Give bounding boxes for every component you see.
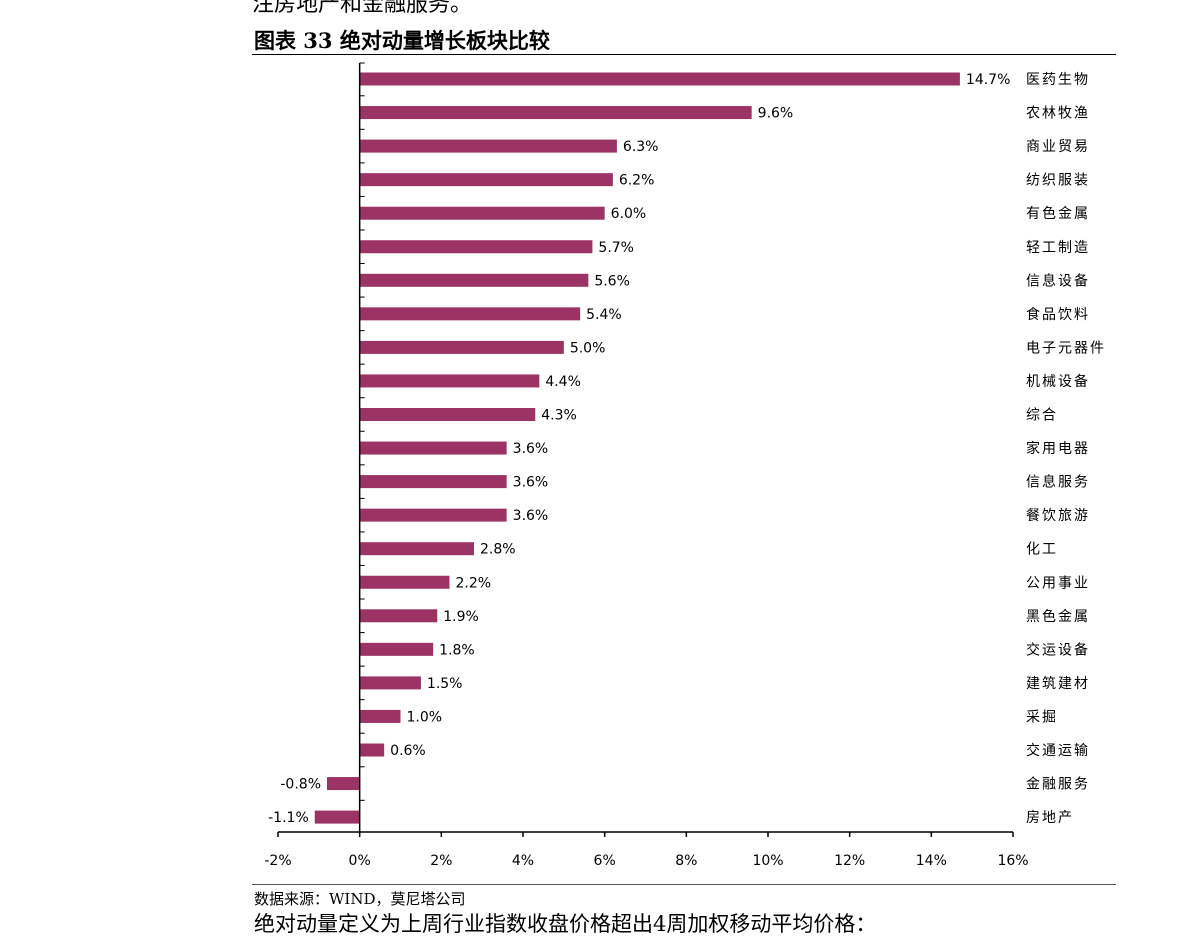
category-label: 电子元器件: [1026, 340, 1106, 356]
bar: [359, 676, 421, 690]
data-label: 1.9%: [443, 609, 479, 625]
x-tick-label: 10%: [752, 853, 783, 869]
x-tick-label: 4%: [512, 853, 534, 869]
bar: [359, 307, 581, 321]
data-label: 3.6%: [513, 475, 549, 491]
data-label: -0.8%: [280, 777, 321, 793]
preceding-paragraph-text: 注房地产和金融服务。: [252, 0, 473, 17]
data-label: 4.4%: [545, 374, 581, 390]
category-label: 房地产: [1026, 810, 1074, 826]
category-label: 化工: [1026, 542, 1058, 558]
bar: [359, 743, 385, 757]
bar: [359, 709, 401, 723]
category-label: 黑色金属: [1026, 608, 1090, 625]
data-label: 3.6%: [513, 508, 549, 524]
category-label: 金融服务: [1026, 777, 1090, 793]
category-label: 信息设备: [1026, 272, 1090, 289]
data-label: 2.2%: [456, 575, 492, 591]
category-label: 医药生物: [1026, 72, 1090, 88]
bar: [359, 609, 438, 623]
data-label: 5.4%: [586, 307, 622, 323]
data-label: 6.0%: [611, 206, 647, 222]
data-label: 5.6%: [594, 273, 630, 289]
category-label: 公用事业: [1026, 575, 1090, 591]
category-label: 轻工制造: [1026, 240, 1090, 256]
x-tick-label: 16%: [997, 853, 1028, 869]
x-tick-label: 6%: [594, 853, 616, 869]
data-label: 6.2%: [619, 173, 655, 189]
data-label: 2.8%: [480, 542, 516, 558]
category-label: 食品饮料: [1026, 306, 1090, 323]
bar: [359, 374, 540, 388]
bar: [359, 441, 507, 455]
data-label: 5.0%: [570, 340, 606, 356]
bar: [359, 340, 564, 354]
bar: [359, 206, 605, 220]
bar: [359, 475, 507, 489]
figure-title: 图表 33 绝对动量增长板块比较: [254, 28, 550, 53]
category-label: 有色金属: [1026, 205, 1090, 222]
category-label: 商业贸易: [1026, 139, 1090, 155]
source-rule: [252, 884, 1116, 885]
bar: [314, 810, 360, 824]
x-tick-label: 8%: [675, 853, 697, 869]
data-label: 1.8%: [439, 642, 475, 658]
bar: [359, 508, 507, 522]
x-tick-label: 14%: [916, 853, 947, 869]
bar: [359, 542, 474, 556]
bar: [359, 173, 613, 187]
x-tick-label: 12%: [834, 853, 865, 869]
bar: [359, 408, 536, 421]
data-label: 6.3%: [623, 139, 659, 155]
title-rule: [252, 54, 1116, 55]
bar: [359, 72, 960, 86]
x-tick-label: 2%: [430, 853, 452, 869]
category-label: 农林牧渔: [1026, 106, 1090, 122]
bar: [359, 273, 589, 287]
x-tick-label: -2%: [264, 853, 291, 869]
category-label: 餐饮旅游: [1026, 508, 1090, 524]
category-label: 建筑建材: [1026, 676, 1090, 692]
category-label: 信息服务: [1026, 474, 1090, 491]
source-note: 数据来源：WIND，莫尼塔公司: [254, 890, 466, 908]
bar: [359, 575, 450, 589]
x-tick-label: 0%: [349, 853, 371, 869]
category-label: 采掘: [1026, 709, 1058, 725]
data-label: 1.0%: [407, 709, 443, 725]
bar: [359, 139, 617, 153]
data-label: 9.6%: [758, 106, 794, 122]
category-label: 交通运输: [1026, 742, 1090, 759]
following-paragraph-text: 绝对动量定义为上周行业指数收盘价格超出4周加权移动平均价格：: [254, 912, 877, 936]
data-label: 14.7%: [966, 72, 1010, 88]
data-label: 0.6%: [390, 743, 426, 759]
data-label: 4.3%: [541, 408, 577, 424]
data-label: 1.5%: [427, 676, 463, 692]
category-label: 家用电器: [1026, 440, 1090, 457]
category-label: 纺织服装: [1026, 173, 1090, 189]
category-label: 综合: [1026, 408, 1058, 424]
bar: [327, 777, 360, 791]
bar: [359, 642, 434, 656]
data-label: -1.1%: [268, 810, 309, 826]
category-label: 机械设备: [1026, 373, 1090, 390]
bar: [359, 240, 593, 254]
category-label: 交运设备: [1026, 641, 1090, 658]
bar: [359, 106, 752, 120]
data-label: 5.7%: [598, 240, 634, 256]
data-label: 3.6%: [513, 441, 549, 457]
